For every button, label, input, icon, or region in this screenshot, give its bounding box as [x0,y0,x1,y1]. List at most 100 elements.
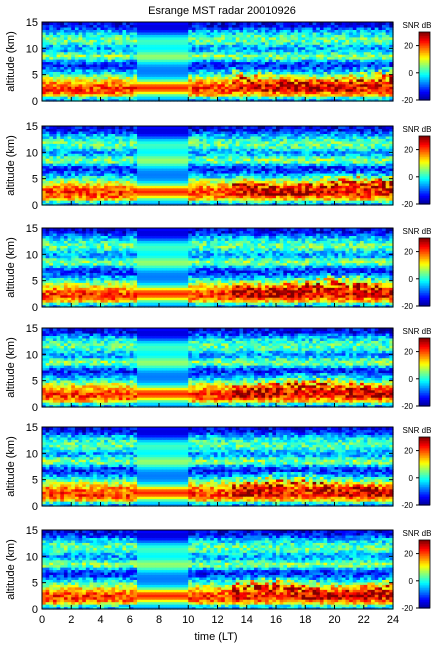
heatmap-cell [169,29,175,33]
heatmap-cell [243,44,248,48]
heatmap-cell [228,63,233,68]
heatmap-cell [177,59,182,63]
heatmap-cell [93,46,98,50]
heatmap-cell [100,44,105,48]
heatmap-cell [118,61,124,65]
heatmap-cell [217,56,222,60]
heatmap-cell [206,44,211,48]
heatmap-cell [126,61,131,65]
heatmap-cell [78,86,83,90]
heatmap-cell [107,91,113,95]
heatmap-cell [232,91,237,95]
heatmap-cell [85,56,91,60]
heatmap-cell [78,63,83,68]
heatmap-cell [202,56,208,60]
heatmap-cell [213,81,219,85]
heatmap-cell [155,51,160,55]
heatmap-cell [74,83,80,87]
heatmap-cell [122,88,127,92]
heatmap-cell [89,71,94,75]
heatmap-cell [133,41,138,45]
heatmap-cell [188,26,193,31]
heatmap-cell [254,68,259,72]
heatmap-cell [159,54,164,58]
heatmap-cell [100,34,105,38]
heatmap-cell [45,22,50,26]
heatmap-cell [49,56,54,60]
heatmap-cell [122,51,127,55]
heatmap-cell [126,46,131,50]
heatmap-cell [162,66,167,70]
heatmap-cell [140,73,145,77]
heatmap-cell [49,96,54,100]
heatmap-cell [188,88,193,92]
heatmap-cell [111,31,116,35]
heatmap-cell [148,46,153,50]
heatmap-cell [148,71,153,75]
heatmap-cell [151,54,156,58]
heatmap-cell [45,61,50,65]
heatmap-cell [177,98,182,102]
heatmap-cell [232,81,237,85]
heatmap-cell [254,61,259,65]
heatmap-cell [257,91,262,95]
heatmap-cell [82,31,87,35]
heatmap-cell [63,96,69,100]
heatmap-cell [129,96,135,100]
heatmap-cell [188,29,193,33]
heatmap-cell [166,31,171,35]
heatmap-cell [89,73,94,77]
heatmap-cell [111,36,116,40]
heatmap-cell [148,98,153,102]
heatmap-cell [122,96,127,100]
heatmap-cell [257,68,262,72]
heatmap-cell [250,56,255,60]
heatmap-cell [111,56,116,60]
heatmap-cell [126,31,131,35]
heatmap-cell [45,83,50,87]
heatmap-cell [96,54,102,58]
heatmap-cell [140,83,145,87]
heatmap-cell [239,96,244,100]
heatmap-cell [85,44,91,48]
heatmap-cell [118,73,124,77]
heatmap-cell [173,54,178,58]
heatmap-cell [206,56,211,60]
heatmap-cell [129,91,135,95]
heatmap-cell [49,41,54,45]
heatmap-cell [180,81,186,85]
heatmap-cell [159,63,164,68]
heatmap-cell [188,71,193,75]
heatmap-cell [228,81,233,85]
heatmap-cell [67,54,72,58]
heatmap-cell [100,68,105,72]
heatmap-cell [118,88,124,92]
heatmap-cell [184,26,189,31]
heatmap-cell [169,96,175,100]
heatmap-cell [140,49,145,53]
heatmap-cell [137,76,142,80]
heatmap-cell [180,41,186,45]
heatmap-cell [126,44,131,48]
heatmap-cell [63,56,69,60]
heatmap-cell [221,56,226,60]
heatmap-cell [85,68,91,72]
heatmap-cell [74,78,80,82]
heatmap-cell [140,59,145,63]
heatmap-cell [140,66,145,70]
heatmap-cell [96,51,102,55]
heatmap-cell [45,59,50,63]
heatmap-cell [210,86,215,90]
heatmap-cell [104,78,109,82]
heatmap-cell [111,68,116,72]
heatmap-cell [96,76,102,80]
heatmap-cell [228,61,233,65]
heatmap-cell [188,24,193,28]
heatmap-cell [250,81,255,85]
heatmap-cell [217,98,222,102]
heatmap-cell [122,91,127,95]
heatmap-cell [74,39,80,43]
heatmap-cell [246,54,252,58]
heatmap-cell [246,88,252,92]
heatmap-cell [129,46,135,50]
